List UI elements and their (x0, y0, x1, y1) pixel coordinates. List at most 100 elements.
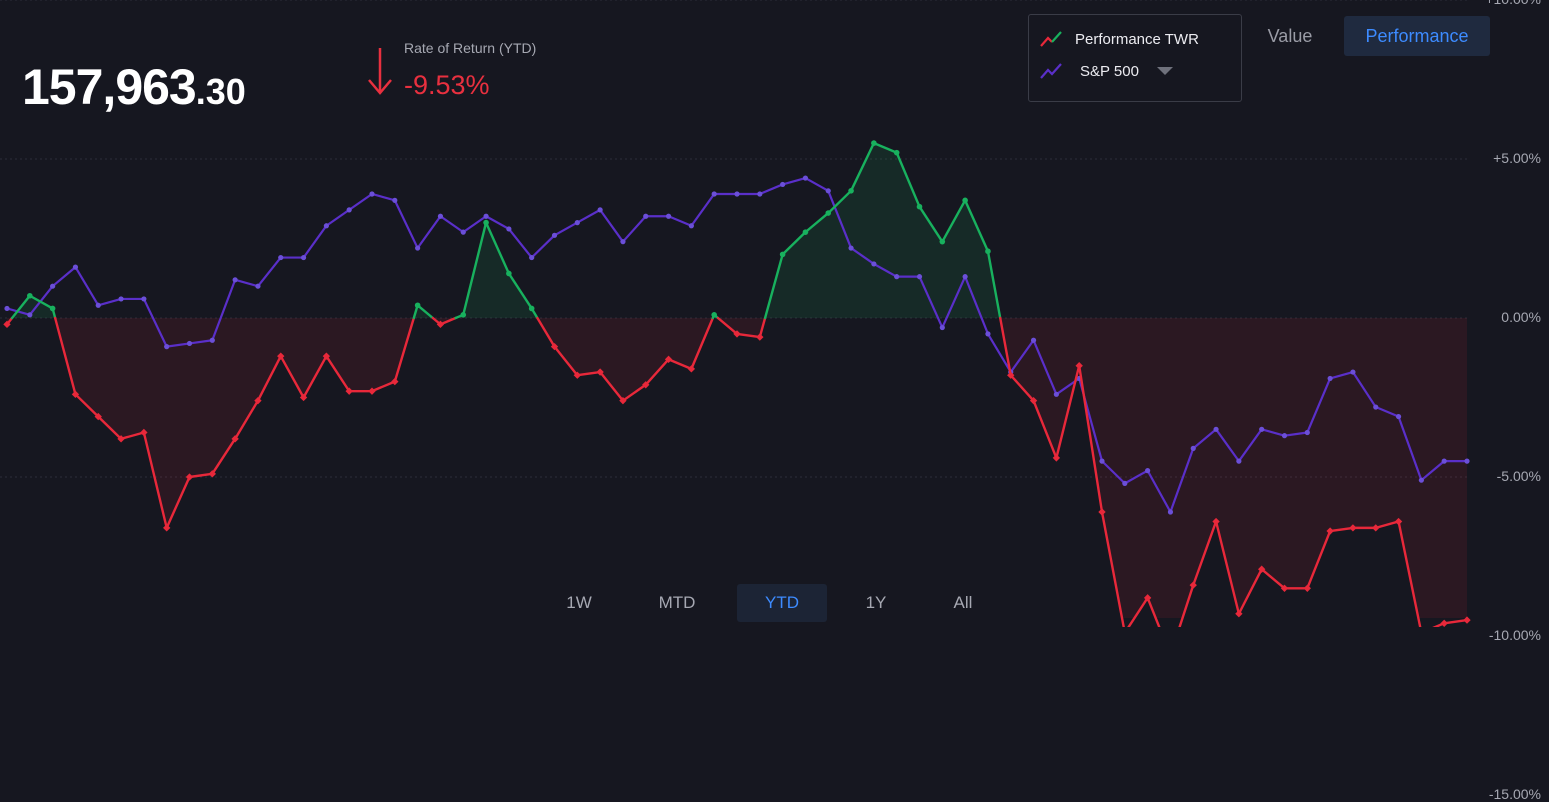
performance-point (985, 248, 991, 255)
benchmark-point (916, 274, 923, 280)
performance-segment (1397, 520, 1422, 627)
benchmark-point (1327, 375, 1333, 382)
performance-segment (53, 316, 77, 396)
benchmark-point (1441, 458, 1447, 464)
performance-segment (963, 199, 990, 253)
benchmark-point (1167, 509, 1174, 515)
y-tick-label: 0.00% (1501, 309, 1541, 325)
range-tab-1w[interactable]: 1W (566, 593, 592, 612)
performance-segment (872, 141, 898, 154)
benchmark-point (665, 213, 672, 219)
performance-point (140, 428, 148, 437)
performance-point (528, 305, 535, 312)
benchmark-point (1099, 458, 1105, 464)
chevron-down-icon[interactable] (1156, 67, 1173, 75)
performance-segment (1100, 510, 1125, 627)
performance-segment (1442, 618, 1469, 625)
performance-segment (598, 370, 625, 402)
benchmark-point (551, 232, 558, 238)
benchmark-point (1259, 426, 1265, 432)
benchmark-point (574, 220, 580, 226)
performance-point (414, 302, 421, 309)
benchmark-point (597, 207, 603, 213)
performance-point (916, 203, 923, 210)
performance-segment (28, 294, 54, 310)
performance-point (506, 270, 512, 277)
performance-segment (97, 415, 123, 441)
benchmark-point (95, 302, 101, 308)
chart-legend: Performance TWR S&P 500 (1028, 14, 1242, 102)
performance-point (802, 229, 809, 235)
performance-point (231, 435, 239, 443)
range-tab-1y[interactable]: 1Y (865, 593, 887, 612)
benchmark-point (1464, 458, 1470, 464)
performance-point (49, 305, 56, 312)
performance-point (550, 342, 559, 351)
performance-segment (1146, 596, 1161, 627)
performance-segment (999, 316, 1012, 377)
benchmark-point (278, 254, 284, 261)
benchmark-point (1236, 458, 1242, 464)
range-tab-mtd[interactable]: MTD (658, 593, 696, 612)
performance-point (277, 352, 285, 360)
benchmark-point (985, 331, 991, 337)
performance-point (733, 330, 741, 338)
performance-point (254, 397, 262, 405)
benchmark-point (643, 213, 649, 219)
performance-point (1394, 517, 1403, 526)
performance-chart (0, 0, 1471, 627)
benchmark-point (529, 254, 535, 261)
performance-segment (644, 358, 670, 386)
performance-segment (484, 221, 511, 275)
portfolio-value: 157,963.30 (22, 58, 246, 116)
performance-point (1372, 524, 1380, 532)
performance-point (391, 377, 399, 386)
performance-point (939, 238, 946, 245)
portfolio-value-decimal: .30 (195, 71, 246, 112)
benchmark-point (962, 274, 968, 280)
benchmark-point (1395, 413, 1402, 420)
benchmark-point (688, 223, 694, 229)
benchmark-point (323, 223, 329, 229)
performance-point (619, 397, 627, 405)
performance-segment (233, 399, 260, 441)
performance-point (322, 352, 331, 360)
benchmark-point (186, 340, 193, 347)
benchmark-point (1145, 468, 1151, 474)
arrow-down-icon (368, 48, 392, 95)
performance-segment (763, 253, 784, 320)
performance-point (27, 292, 33, 299)
tab-value[interactable]: Value (1267, 26, 1313, 46)
performance-point (664, 355, 673, 364)
tab-performance[interactable]: Performance (1344, 16, 1490, 56)
benchmark-point (1281, 433, 1288, 439)
range-tab-ytd[interactable]: YTD (737, 584, 827, 622)
performance-point (1349, 524, 1357, 532)
benchmark-point (300, 254, 307, 261)
performance-point (711, 312, 717, 318)
performance-segment (827, 189, 853, 215)
legend-item-benchmark[interactable]: S&P 500 (1039, 61, 1173, 81)
benchmark-point (1190, 445, 1196, 451)
legend-item-performance[interactable]: Performance TWR (1039, 29, 1199, 49)
performance-segment (1328, 526, 1355, 533)
performance-point (573, 371, 581, 379)
y-tick-label: +10.00% (1485, 0, 1541, 7)
performance-segment (302, 354, 328, 399)
performance-segment (849, 141, 876, 193)
performance-point (825, 210, 832, 216)
performance-point (642, 381, 650, 389)
range-tab-all[interactable]: All (953, 593, 973, 612)
performance-segment (804, 211, 830, 234)
performance-segment (735, 332, 762, 339)
benchmark-point (1304, 429, 1310, 436)
performance-point (368, 387, 376, 395)
benchmark-point (894, 274, 900, 280)
benchmark-point (711, 191, 717, 197)
performance-point (208, 470, 216, 478)
performance-segment (256, 354, 282, 402)
benchmark-point (506, 226, 512, 232)
benchmark-point (232, 277, 238, 283)
benchmark-point (757, 191, 763, 197)
performance-point (687, 365, 696, 373)
